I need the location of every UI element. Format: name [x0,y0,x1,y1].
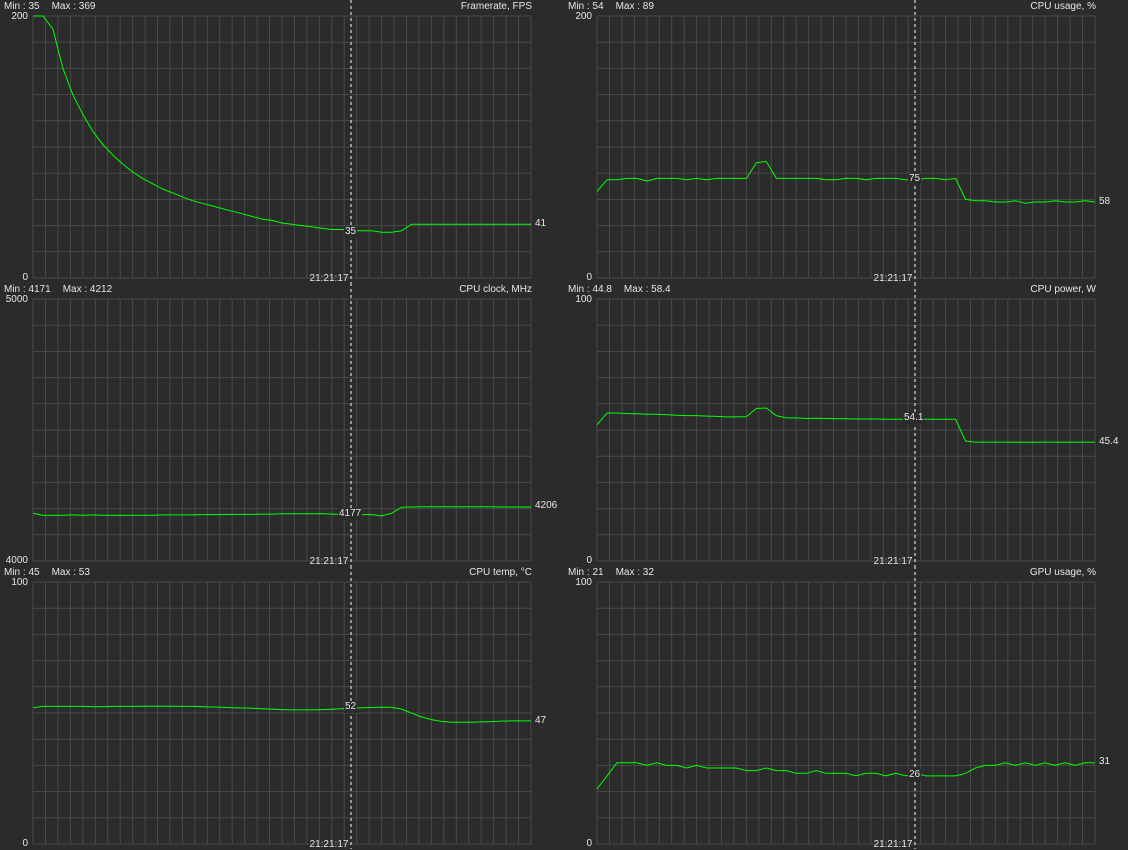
cpu-power-series-line [596,407,1095,443]
cpu-temp-time-label: 21:21:17 [309,839,349,850]
cpu-usage-grid [596,15,1096,279]
cpu-clock-series-line [32,506,531,517]
cpu-clock-max: Max : 4212 [62,284,113,295]
gpu-usage-graph-panel: Min : 21 Max : 32 GPU usage, % 100 0 21:2… [564,566,1128,850]
cpu-temp-max: Max : 53 [51,567,90,578]
cpu-power-last-value: 45.4 [1099,436,1119,447]
framerate-minmax: Min : 35 Max : 369 [4,1,96,13]
gpu-usage-grid [596,581,1096,845]
cpu-power-time-label: 21:21:17 [873,556,913,567]
cpu-usage-y-max: 200 [575,11,592,22]
cpu-clock-grid [32,298,532,562]
cpu-usage-time-label: 21:21:17 [873,273,913,284]
cpu-clock-min: Min : 4171 [4,284,51,295]
cpu-temp-cursor-value: 52 [344,701,358,713]
gpu-usage-cursor-value: 26 [908,769,922,781]
gpu-usage-title: GPU usage, % [1029,567,1096,578]
cpu-clock-title: CPU clock, MHz [459,284,532,295]
gpu-usage-time-label: 21:21:17 [873,839,913,850]
cpu-usage-graph [596,0,1096,283]
gpu-usage-graph [596,566,1096,849]
gpu-usage-y-min: 0 [586,838,592,849]
framerate-grid [32,15,532,279]
cpu-temp-minmax: Min : 45 Max : 53 [4,567,90,579]
gpu-usage-y-max: 100 [575,577,592,588]
cpu-usage-max: Max : 89 [615,1,654,12]
gpu-usage-last-value: 31 [1099,756,1111,767]
framerate-max: Max : 369 [51,1,96,12]
gpu-usage-minmax: Min : 21 Max : 32 [568,567,654,579]
cpu-power-title: CPU power, W [1030,284,1096,295]
cpu-usage-cursor-value: 75 [908,173,922,185]
framerate-series-line [33,15,531,233]
cpu-usage-graph-panel: Min : 54 Max : 89 CPU usage, % 200 0 21:2… [564,0,1128,284]
framerate-graph [32,0,532,283]
cpu-clock-minmax: Min : 4171 Max : 4212 [4,284,112,296]
gpu-usage-series-line [596,762,1095,790]
cpu-temp-graph [32,566,532,849]
cpu-power-y-min: 0 [586,555,592,566]
framerate-title: Framerate, FPS [460,1,532,12]
cpu-power-minmax: Min : 44.8 Max : 58.4 [568,284,671,296]
gpu-usage-max: Max : 32 [615,567,654,578]
framerate-graph-panel: Min : 35 Max : 369 Framerate, FPS 200 0 2… [0,0,564,284]
cpu-power-cursor-value: 54.1 [903,412,925,424]
cpu-clock-time-label: 21:21:17 [309,556,349,567]
cpu-usage-last-value: 58 [1099,196,1111,207]
cpu-power-max: Max : 58.4 [623,284,671,295]
cpu-clock-last-value: 4206 [535,500,558,511]
framerate-min: Min : 35 [4,1,40,12]
cpu-power-min: Min : 44.8 [568,284,612,295]
cpu-clock-y-min: 4000 [5,555,28,566]
framerate-last-value: 41 [535,218,547,229]
cpu-temp-grid [32,581,532,845]
framerate-cursor-value: 35 [344,226,358,238]
cpu-temp-title: CPU temp, °C [469,567,532,578]
cpu-usage-minmax: Min : 54 Max : 89 [568,1,654,13]
cpu-temp-last-value: 47 [535,715,547,726]
cpu-temp-min: Min : 45 [4,567,40,578]
cpu-clock-graph-panel: Min : 4171 Max : 4212 CPU clock, MHz 5000… [0,283,564,567]
cpu-usage-min: Min : 54 [568,1,604,12]
cpu-temp-series-line [32,705,531,723]
cpu-usage-title: CPU usage, % [1030,1,1096,12]
gpu-usage-min: Min : 21 [568,567,604,578]
cpu-temp-graph-panel: Min : 45 Max : 53 CPU temp, °C 100 0 21:2… [0,566,564,850]
cpu-temp-y-min: 0 [22,838,28,849]
cpu-usage-y-min: 0 [586,272,592,283]
cpu-power-graph-panel: Min : 44.8 Max : 58.4 CPU power, W 100 0 … [564,283,1128,567]
cpu-clock-cursor-value: 4177 [338,508,363,520]
framerate-time-label: 21:21:17 [309,273,349,284]
framerate-y-max: 200 [11,11,28,22]
cpu-power-graph [596,283,1096,566]
framerate-y-min: 0 [22,272,28,283]
cpu-power-grid [596,298,1096,562]
cpu-clock-graph [32,283,532,566]
cpu-usage-series-line [596,160,1096,204]
cpu-clock-y-max: 5000 [5,294,28,305]
cpu-temp-y-max: 100 [11,577,28,588]
cpu-power-y-max: 100 [575,294,592,305]
